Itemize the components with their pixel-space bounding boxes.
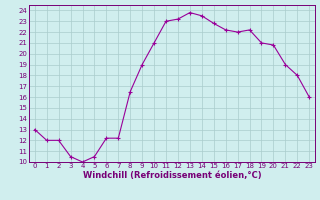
X-axis label: Windchill (Refroidissement éolien,°C): Windchill (Refroidissement éolien,°C) <box>83 171 261 180</box>
